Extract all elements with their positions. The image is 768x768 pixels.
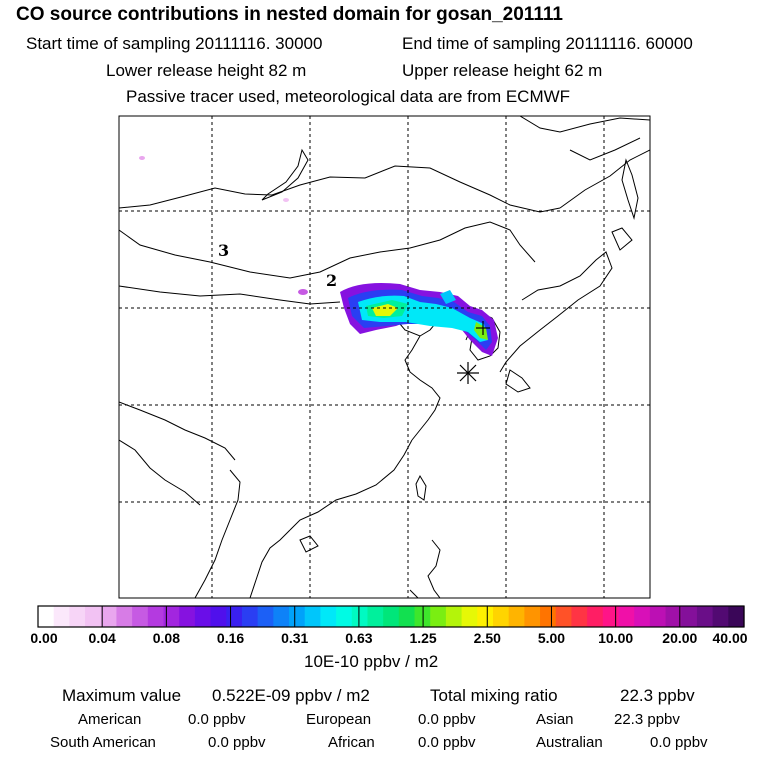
tracer-note-text: Passive tracer used, meteorological data… xyxy=(126,87,571,106)
colorbar-cell xyxy=(728,606,745,627)
colorbar-cell xyxy=(681,606,698,627)
coastlines xyxy=(119,116,650,598)
colorbar-cell xyxy=(289,606,306,627)
region-value: 0.0 ppbv xyxy=(418,711,476,728)
colorbar-tick-label: 5.00 xyxy=(537,630,566,646)
colorbar-cell xyxy=(226,606,243,627)
region-name: Asian xyxy=(536,711,574,728)
colorbar-cell xyxy=(241,606,259,627)
colorbar-cell xyxy=(147,606,165,627)
colorbar-tick-label: 0.08 xyxy=(152,630,180,646)
colorbar-cell xyxy=(194,606,212,627)
colorbar-cell xyxy=(398,606,416,627)
colorbar-tick-label: 20.00 xyxy=(662,630,698,646)
source-cross-icon xyxy=(476,321,490,335)
region-value: 0.0 ppbv xyxy=(418,734,476,751)
colorbar-unit: 10E-10 ppbv / m2 xyxy=(304,652,439,671)
colorbar-cell xyxy=(665,606,682,627)
colorbar-cell xyxy=(524,606,541,627)
region-name: American xyxy=(78,711,142,728)
colorbar-cell xyxy=(257,606,274,627)
colorbar-cell xyxy=(53,606,70,627)
upper-release-text: Upper release height 62 m xyxy=(402,61,603,80)
colorbar-cell xyxy=(492,606,510,627)
colorbar-cell xyxy=(477,606,494,627)
region-name: European xyxy=(306,711,372,728)
colorbar-cell xyxy=(304,606,321,627)
colorbar-cell xyxy=(85,606,102,627)
region-name: South American xyxy=(50,734,156,751)
colorbar-cell xyxy=(540,606,557,627)
page-title: CO source contributions in nested domain… xyxy=(16,4,563,25)
colorbar-tick-label: 0.63 xyxy=(345,630,373,646)
colorbar-cell xyxy=(273,606,290,627)
colorbar-cell xyxy=(210,606,227,627)
colorbar-cell xyxy=(445,606,463,627)
region-value: 0.0 ppbv xyxy=(208,734,266,751)
colorbar-tick-label: 1.25 xyxy=(409,630,437,646)
colorbar-cell xyxy=(508,606,525,627)
region-value: 0.0 ppbv xyxy=(650,734,708,751)
colorbar-cell xyxy=(351,606,369,627)
receptor-star-icon xyxy=(457,362,479,384)
region-name: African xyxy=(328,734,375,751)
max-value: 0.522E-09 ppbv / m2 xyxy=(212,686,370,705)
graticule xyxy=(119,116,650,598)
start-time-text: Start time of sampling 20111116. 30000 xyxy=(26,34,323,53)
max-value-label: Maximum value xyxy=(62,686,182,705)
colorbar-cell xyxy=(587,606,604,627)
colorbar xyxy=(37,605,745,628)
colorbar-cell xyxy=(163,606,180,627)
colorbar-cell xyxy=(696,606,714,627)
trajectory-label-3: 3 xyxy=(218,241,229,260)
colorbar-cell xyxy=(649,606,667,627)
colorbar-tick-label: 40.00 xyxy=(712,630,748,646)
lower-release-text: Lower release height 82 m xyxy=(106,61,307,80)
map-frame xyxy=(118,115,651,599)
colorbar-cell xyxy=(461,606,478,627)
colorbar-cell xyxy=(634,606,651,627)
total-mixing-value: 22.3 ppbv xyxy=(620,686,695,705)
colorbar-tick-label: 10.00 xyxy=(598,630,634,646)
region-name: Australian xyxy=(536,734,603,751)
colorbar-cell xyxy=(320,606,337,627)
colorbar-tick-label: 0.00 xyxy=(30,630,58,646)
colorbar-cell xyxy=(618,606,635,627)
colorbar-cell xyxy=(367,606,384,627)
colorbar-tick-label: 0.16 xyxy=(216,630,245,646)
colorbar-cell xyxy=(179,606,196,627)
total-mixing-label: Total mixing ratio xyxy=(430,686,558,705)
colorbar-cell xyxy=(38,606,55,627)
colorbar-tick-label: 0.31 xyxy=(281,630,309,646)
colorbar-cell xyxy=(69,606,86,627)
colorbar-cell xyxy=(571,606,588,627)
colorbar-tick-label: 2.50 xyxy=(473,630,501,646)
colorbar-cell xyxy=(336,606,353,627)
colorbar-cell xyxy=(116,606,133,627)
colorbar-cell xyxy=(430,606,447,627)
colorbar-cell xyxy=(100,606,118,627)
colorbar-cell xyxy=(555,606,573,627)
colorbar-cell xyxy=(383,606,400,627)
map-panel: 3 2 xyxy=(118,115,651,599)
end-time-text: End time of sampling 20111116. 60000 xyxy=(402,34,693,53)
colorbar-tick-label: 0.04 xyxy=(88,630,116,646)
concentration-plume xyxy=(139,156,498,356)
colorbar-cell xyxy=(602,606,620,627)
colorbar-cell xyxy=(132,606,149,627)
colorbar-cell xyxy=(712,606,729,627)
region-value: 0.0 ppbv xyxy=(188,711,246,728)
region-value: 22.3 ppbv xyxy=(614,711,680,728)
trajectory-label-2: 2 xyxy=(326,271,337,290)
